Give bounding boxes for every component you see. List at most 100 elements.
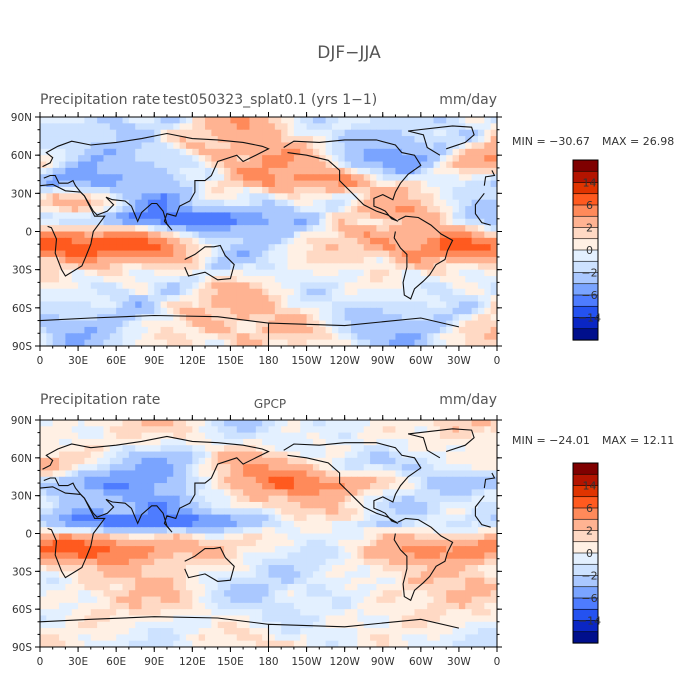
- field-cell: [128, 501, 136, 509]
- field-cell: [160, 269, 168, 277]
- field-cell: [357, 186, 365, 194]
- field-cell: [490, 212, 497, 220]
- field-cell: [281, 282, 289, 290]
- field-cell: [408, 546, 416, 554]
- field-cell: [97, 565, 105, 572]
- field-cell: [319, 426, 327, 434]
- field-cell: [471, 514, 479, 522]
- field-cell: [255, 256, 263, 264]
- field-cell: [433, 237, 441, 245]
- field-cell: [325, 117, 333, 124]
- field-cell: [243, 288, 251, 296]
- field-cell: [262, 527, 270, 535]
- field-cell: [382, 269, 390, 277]
- field-cell: [427, 464, 435, 472]
- field-cell: [370, 129, 378, 137]
- field-cell: [408, 539, 416, 547]
- field-cell: [427, 225, 435, 233]
- field-cell: [376, 320, 384, 328]
- field-cell: [116, 533, 124, 541]
- field-cell: [452, 167, 460, 175]
- field-cell: [103, 333, 111, 341]
- field-cell: [300, 533, 308, 541]
- field-cell: [300, 577, 308, 585]
- field-cell: [465, 263, 473, 271]
- field-cell: [300, 263, 308, 271]
- field-cell: [446, 432, 454, 440]
- field-cell: [90, 432, 98, 440]
- field-cell: [97, 301, 105, 309]
- field-cell: [192, 161, 200, 169]
- field-cell: [439, 244, 447, 252]
- field-cell: [281, 326, 289, 334]
- field-cell: [147, 590, 155, 598]
- field-cell: [243, 263, 251, 271]
- field-cell: [236, 451, 244, 459]
- field-cell: [344, 339, 352, 346]
- field-cell: [243, 269, 251, 277]
- field-cell: [484, 438, 492, 446]
- field-cell: [306, 269, 314, 277]
- field-cell: [147, 457, 155, 465]
- field-cell: [401, 180, 409, 188]
- field-cell: [376, 546, 384, 554]
- field-cell: [293, 602, 301, 610]
- field-cell: [103, 432, 111, 440]
- field-cell: [90, 583, 98, 591]
- field-cell: [268, 558, 276, 566]
- field-cell: [306, 231, 314, 239]
- field-cell: [84, 250, 92, 258]
- field-cell: [300, 174, 308, 182]
- field-cell: [249, 464, 257, 472]
- field-cell: [217, 438, 225, 446]
- field-cell: [243, 193, 251, 201]
- field-cell: [205, 161, 212, 169]
- field-cell: [173, 558, 181, 566]
- field-cell: [52, 269, 60, 277]
- field-cell: [90, 117, 98, 124]
- field-cell: [135, 470, 143, 478]
- field-cell: [281, 237, 289, 245]
- field-cell: [268, 508, 276, 516]
- field-cell: [154, 193, 162, 201]
- field-cell: [249, 314, 257, 322]
- field-cell: [458, 129, 466, 137]
- field-cell: [395, 583, 403, 591]
- field-cell: [458, 256, 466, 264]
- field-cell: [331, 199, 339, 207]
- field-cell: [293, 136, 301, 144]
- field-cell: [433, 186, 441, 194]
- field-cell: [255, 225, 263, 233]
- field-cell: [401, 123, 409, 131]
- field-cell: [452, 123, 460, 131]
- field-cell: [116, 577, 124, 585]
- field-cell: [166, 167, 174, 175]
- field-cell: [192, 476, 200, 484]
- field-cell: [52, 212, 60, 220]
- field-cell: [439, 495, 447, 503]
- field-cell: [71, 320, 79, 328]
- field-cell: [414, 161, 422, 169]
- field-cell: [484, 520, 492, 528]
- field-cell: [389, 218, 397, 226]
- field-cell: [205, 420, 212, 427]
- field-cell: [224, 269, 232, 277]
- field-cell: [224, 174, 232, 182]
- field-cell: [84, 609, 92, 617]
- field-cell: [458, 136, 466, 144]
- field-cell: [490, 155, 497, 163]
- field-cell: [236, 514, 244, 522]
- field-cell: [249, 206, 257, 214]
- field-cell: [382, 501, 390, 509]
- field-cell: [59, 432, 66, 440]
- field-cell: [427, 276, 435, 283]
- field-cell: [439, 501, 447, 509]
- field-cell: [40, 282, 47, 290]
- field-cell: [78, 577, 86, 585]
- field-cell: [293, 520, 301, 528]
- field-cell: [427, 508, 435, 516]
- field-cell: [59, 301, 66, 309]
- field-cell: [78, 142, 86, 150]
- field-cell: [71, 508, 79, 516]
- field-cell: [325, 558, 333, 566]
